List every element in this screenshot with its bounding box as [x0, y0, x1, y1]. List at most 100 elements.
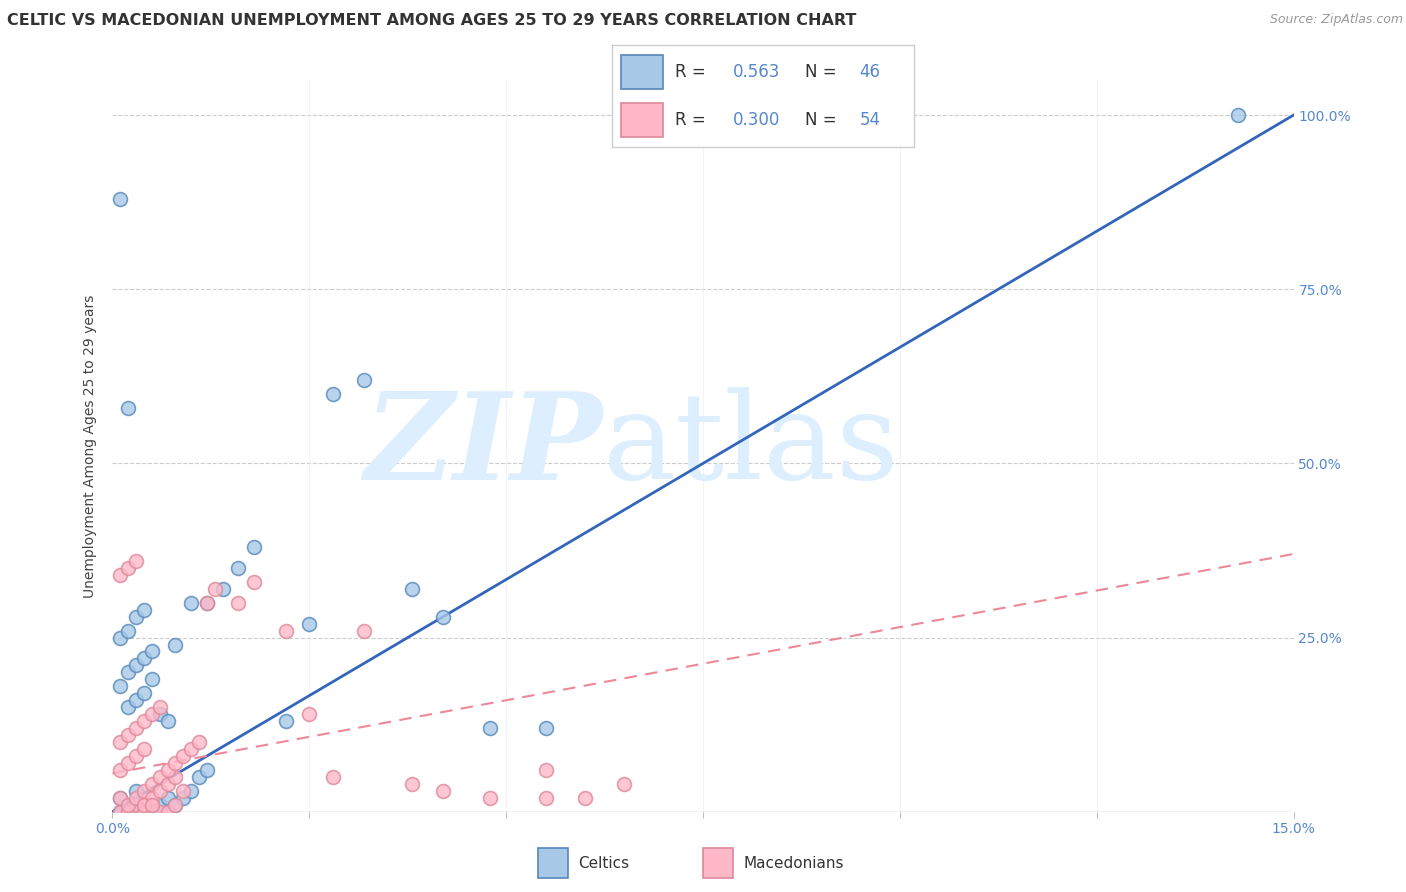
Point — [165, 756, 187, 770]
Point — [117, 797, 139, 812]
Point — [165, 638, 187, 652]
Point — [211, 582, 233, 596]
Point — [228, 561, 250, 575]
Point — [125, 797, 148, 812]
Bar — [703, 848, 734, 879]
Point — [125, 790, 148, 805]
Point — [117, 401, 139, 415]
Point — [274, 624, 297, 638]
Point — [574, 790, 596, 805]
Point — [172, 784, 194, 798]
Point — [149, 797, 172, 812]
Point — [165, 770, 187, 784]
Point — [125, 609, 148, 624]
Point — [180, 742, 202, 756]
Point — [156, 777, 179, 791]
Point — [117, 624, 139, 638]
Point — [432, 784, 454, 798]
Point — [401, 777, 423, 791]
Point — [298, 616, 321, 631]
Point — [125, 797, 148, 812]
Point — [298, 707, 321, 722]
Y-axis label: Unemployment Among Ages 25 to 29 years: Unemployment Among Ages 25 to 29 years — [83, 294, 97, 598]
Point — [141, 805, 163, 819]
Text: Celtics: Celtics — [578, 856, 630, 871]
Point — [141, 797, 163, 812]
Text: N =: N = — [806, 111, 842, 129]
Text: 54: 54 — [859, 111, 880, 129]
Text: CELTIC VS MACEDONIAN UNEMPLOYMENT AMONG AGES 25 TO 29 YEARS CORRELATION CHART: CELTIC VS MACEDONIAN UNEMPLOYMENT AMONG … — [7, 13, 856, 29]
Point — [322, 770, 344, 784]
Point — [243, 540, 266, 554]
Point — [132, 797, 155, 812]
Point — [132, 686, 155, 700]
Point — [149, 707, 172, 722]
Point — [149, 784, 172, 798]
Point — [195, 596, 218, 610]
Bar — [620, 103, 664, 137]
Text: Macedonians: Macedonians — [744, 856, 844, 871]
Point — [479, 790, 502, 805]
Point — [141, 644, 163, 658]
Point — [156, 805, 179, 819]
Bar — [620, 55, 664, 88]
Text: 0.300: 0.300 — [733, 111, 780, 129]
Point — [125, 693, 148, 707]
Point — [132, 603, 155, 617]
Point — [353, 373, 375, 387]
Point — [132, 651, 155, 665]
Point — [125, 784, 148, 798]
Point — [117, 756, 139, 770]
Point — [353, 624, 375, 638]
Point — [132, 805, 155, 819]
Point — [156, 763, 179, 777]
Text: atlas: atlas — [603, 387, 900, 505]
Point — [117, 700, 139, 714]
Point — [188, 735, 211, 749]
Point — [141, 707, 163, 722]
Point — [534, 721, 557, 735]
Point — [110, 631, 132, 645]
Point — [274, 714, 297, 728]
Point — [195, 763, 218, 777]
Point — [110, 790, 132, 805]
Point — [141, 777, 163, 791]
Point — [243, 574, 266, 589]
Point — [132, 714, 155, 728]
Point — [110, 192, 132, 206]
Point — [110, 763, 132, 777]
Text: ZIP: ZIP — [364, 387, 603, 505]
Bar — [537, 848, 568, 879]
Point — [479, 721, 502, 735]
Point — [125, 658, 148, 673]
Point — [534, 790, 557, 805]
Point — [110, 805, 132, 819]
Point — [228, 596, 250, 610]
Text: Source: ZipAtlas.com: Source: ZipAtlas.com — [1270, 13, 1403, 27]
Point — [141, 797, 163, 812]
Point — [132, 805, 155, 819]
Point — [117, 665, 139, 680]
Point — [165, 797, 187, 812]
Point — [1227, 108, 1250, 122]
Point — [132, 784, 155, 798]
Point — [172, 790, 194, 805]
Point — [141, 790, 163, 805]
Point — [180, 784, 202, 798]
Point — [110, 679, 132, 693]
Point — [195, 596, 218, 610]
Point — [534, 763, 557, 777]
Point — [172, 749, 194, 764]
Point — [125, 749, 148, 764]
Point — [156, 714, 179, 728]
Point — [204, 582, 226, 596]
Point — [117, 805, 139, 819]
Text: 46: 46 — [859, 62, 880, 81]
Text: 0.563: 0.563 — [733, 62, 780, 81]
Point — [117, 728, 139, 742]
Point — [149, 770, 172, 784]
Point — [110, 790, 132, 805]
Point — [613, 777, 636, 791]
Point — [432, 609, 454, 624]
Text: N =: N = — [806, 62, 842, 81]
